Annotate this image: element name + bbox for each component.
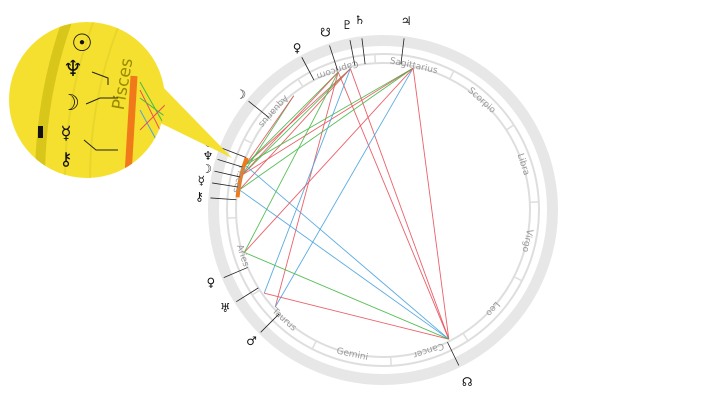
- aspect-line: [239, 67, 414, 191]
- planet-tick: [329, 45, 338, 71]
- aspect-line: [241, 95, 295, 176]
- zodiac-rings: [208, 35, 558, 385]
- zoom-aspect-line: [139, 89, 165, 151]
- saturn-icon: ♄: [354, 13, 365, 27]
- aspect-line: [239, 189, 450, 340]
- planet-tick: [447, 341, 460, 366]
- sign-divider: [513, 276, 523, 282]
- zoom-aspect-line: [139, 99, 165, 131]
- zoom-mercury-icon: ☿: [60, 123, 71, 144]
- aspect-line: [241, 68, 351, 176]
- sign-band-inner: [235, 62, 531, 358]
- zoom-circle: [9, 22, 165, 178]
- planet-tick: [212, 182, 238, 188]
- planet-tick: [349, 40, 356, 66]
- venus-icon: ♀: [293, 41, 302, 55]
- aspect-line: [264, 292, 449, 340]
- planet-tick: [214, 170, 240, 178]
- zoom-content: Pisces☉♆☽☿⚷: [35, 22, 165, 178]
- aspect-line: [274, 67, 414, 308]
- aspect-line: [412, 68, 450, 340]
- pisces-cluster-marker: [235, 156, 249, 198]
- planet-tick: [301, 57, 315, 81]
- sign-label-cancer: Cancer: [412, 340, 446, 359]
- zoom-moon-icon: ☽: [60, 91, 80, 116]
- zoom-chiron-icon: ⚷: [59, 149, 72, 170]
- planet-tick: [223, 267, 248, 278]
- zoom-planet-tick: [91, 71, 109, 85]
- aspect-line: [263, 68, 351, 294]
- zoom-cluster-marker: [124, 75, 138, 176]
- zoom-neptune-icon: ♆: [63, 57, 83, 82]
- outer-ring: [208, 35, 558, 385]
- mars-icon: ♂: [246, 334, 257, 348]
- aspect-line: [244, 71, 339, 166]
- aspect-line: [244, 95, 295, 166]
- uranus-icon: ♅: [220, 301, 231, 315]
- sign-label-virgo: Virgo: [519, 228, 534, 253]
- zoom-sun-icon: ☉: [71, 29, 93, 57]
- planet-tick: [400, 38, 405, 65]
- sign-divider: [311, 340, 317, 350]
- mercury-icon: ☿: [198, 174, 205, 188]
- planet-tick: [210, 197, 237, 201]
- zoom-planet-tick: [85, 97, 118, 105]
- zoom-planet-tick: [83, 139, 118, 151]
- planet-tick: [260, 313, 280, 333]
- zoom-aspect-line: [139, 97, 165, 121]
- aspect-line: [244, 67, 414, 253]
- planet-tick: [236, 287, 259, 303]
- zoom-magnifier: Pisces☉♆☽☿⚷: [9, 22, 232, 178]
- sign-divider: [251, 289, 261, 296]
- aspect-lines: [235, 67, 450, 340]
- planet-tick: [361, 38, 366, 65]
- sign-divider: [462, 332, 469, 342]
- aspect-line: [244, 164, 450, 340]
- jupiter-icon: ♃: [401, 14, 412, 28]
- aspect-line: [274, 71, 339, 308]
- sign-band-outer: [226, 53, 540, 367]
- aspect-line: [242, 67, 414, 176]
- zoom-retrograde-marker: [38, 126, 43, 138]
- neptune-icon: ♆: [203, 149, 214, 163]
- node-icon: ☊: [462, 375, 473, 389]
- sign-divider: [449, 70, 455, 80]
- aspect-line: [239, 68, 351, 191]
- moon-icon: ☽: [201, 162, 212, 176]
- zoom-pointer: [150, 84, 232, 158]
- aspect-line: [244, 251, 450, 340]
- south-node-icon: ☋: [320, 26, 331, 40]
- aspect-line: [337, 71, 450, 340]
- aspect-line: [349, 68, 450, 340]
- planet-tick: [221, 147, 246, 158]
- sign-divider: [243, 138, 253, 144]
- sign-divider: [297, 78, 304, 88]
- aspect-line: [244, 68, 351, 166]
- venus-icon: ♀: [206, 276, 215, 290]
- sign-divider: [505, 124, 515, 131]
- planet-tick: [248, 100, 270, 118]
- chiron-icon: ⚷: [195, 190, 204, 204]
- aspect-line: [244, 67, 414, 166]
- pluto-icon: ♇: [342, 18, 353, 32]
- planet-tick: [217, 159, 243, 168]
- aspect-line: [243, 71, 339, 253]
- zoom-aspect-line: [139, 109, 165, 166]
- moon-icon: ☽: [235, 87, 246, 101]
